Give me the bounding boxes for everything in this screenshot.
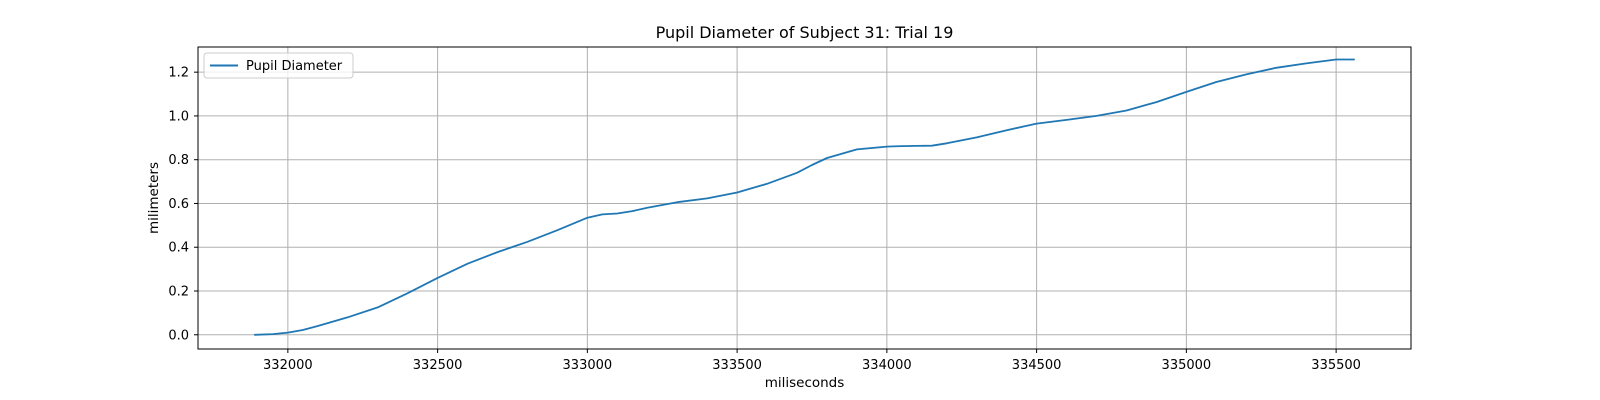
x-tick-label: 334000 — [862, 358, 912, 373]
legend-label: Pupil Diameter — [246, 59, 343, 74]
x-tick-label: 333000 — [563, 358, 613, 373]
x-tick-label: 332500 — [413, 358, 463, 373]
y-tick-label: 0.0 — [168, 328, 189, 343]
x-tick-label: 333500 — [712, 358, 762, 373]
grid — [198, 47, 1411, 349]
legend-box — [203, 52, 354, 79]
y-tick-label: 0.6 — [168, 197, 189, 212]
y-axis-label: milimeters — [146, 162, 162, 234]
y-tick-label: 1.0 — [168, 109, 189, 124]
y-tick-label: 1.2 — [168, 66, 189, 81]
legend: Pupil Diameter — [203, 52, 354, 79]
x-tick-label: 334500 — [1012, 358, 1062, 373]
ticks: 332000 332500 333000 333500 334000 334500 3350… — [168, 66, 1361, 373]
series-line-pupil-diameter — [253, 58, 1355, 336]
x-tick-label: 335000 — [1162, 358, 1212, 373]
x-tick-label: 335500 — [1311, 358, 1361, 373]
series-layer — [253, 58, 1355, 336]
x-axis-label: miliseconds — [765, 375, 845, 391]
x-tick-label: 332000 — [263, 358, 313, 373]
y-tick-label: 0.2 — [168, 285, 189, 300]
y-tick-label: 0.8 — [168, 153, 189, 168]
y-tick-label: 0.4 — [168, 241, 189, 256]
chart-title: Pupil Diameter of Subject 31: Trial 19 — [656, 23, 954, 42]
plot-frame — [197, 46, 1412, 350]
